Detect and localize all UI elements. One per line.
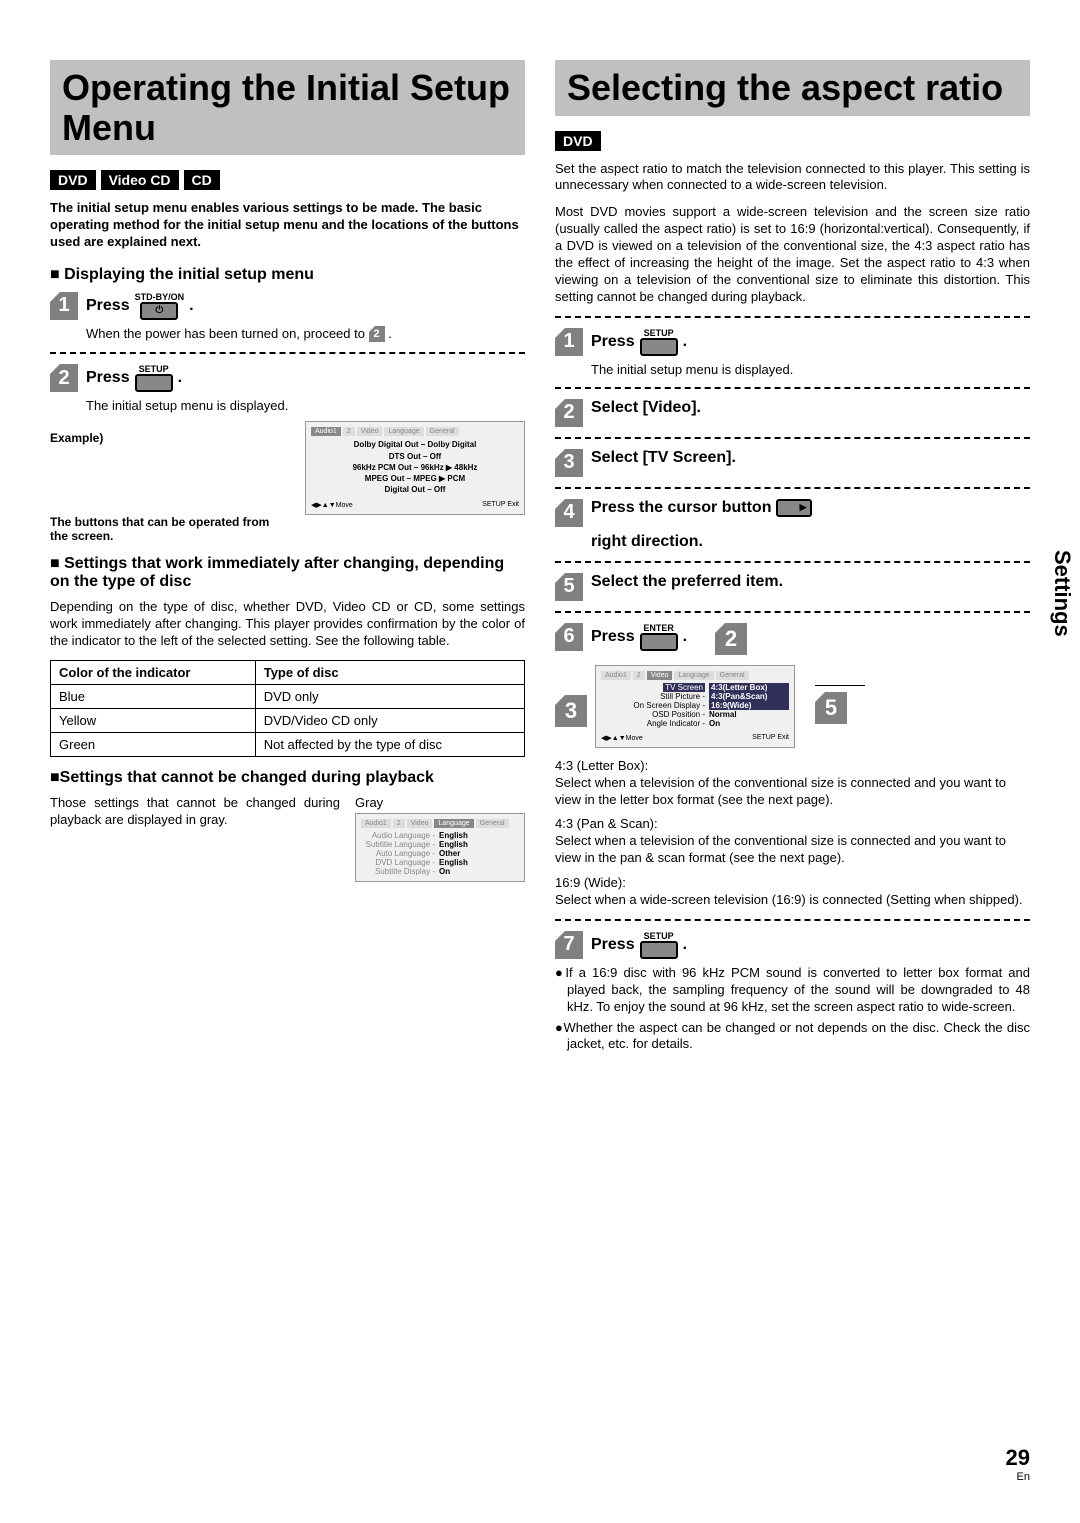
callout-2: 2: [715, 623, 747, 655]
press-label: Press: [86, 297, 130, 315]
example-label: Example): [50, 431, 290, 445]
page-number: 29 En: [1006, 1445, 1030, 1483]
left-title: Operating the Initial Setup Menu: [50, 60, 525, 155]
right-step-3: 3 Select [TV Screen].: [555, 449, 1030, 477]
left-step-2: 2 Press SETUP .: [50, 364, 525, 392]
opt-wide: 16:9 (Wide): Select when a wide-screen t…: [555, 875, 1030, 909]
stdby-button-icon: STD-BY/ON ⏻: [135, 292, 185, 320]
right-step-5: 5 Select the preferred item.: [555, 573, 1030, 601]
step-num-2: 2: [50, 364, 78, 392]
gray-label: Gray: [355, 795, 525, 810]
badge-dvd: DVD: [50, 170, 96, 190]
right-step-7: 7 Press SETUP .: [555, 931, 1030, 959]
osd-example-gray: Audio1 2 Video Language General Audio La…: [355, 813, 525, 882]
setup-button-icon: SETUP: [135, 364, 173, 392]
side-tab-settings: Settings: [1044, 540, 1080, 647]
bullet-2: ●Whether the aspect can be changed or no…: [567, 1020, 1030, 1054]
cursor-right-icon: [776, 499, 812, 517]
bullet-1: ●If a 16:9 disc with 96 kHz PCM sound is…: [567, 965, 1030, 1016]
sub-settings-2: ■Settings that cannot be changed during …: [50, 769, 525, 787]
osd-video-menu: Audio1 2 Video Language General TV Scree…: [595, 665, 795, 748]
badge-dvd-r: DVD: [555, 131, 601, 151]
left-intro: The initial setup menu enables various s…: [50, 200, 525, 251]
right-step-1: 1 Press SETUP .: [555, 328, 1030, 356]
opt-letterbox: 4:3 (Letter Box): Select when a televisi…: [555, 758, 1030, 809]
right-step-6: 6 Press ENTER . 2: [555, 623, 1030, 655]
badge-cd: CD: [184, 170, 220, 190]
enter-button-icon: ENTER: [640, 623, 678, 651]
right-badges: DVD: [555, 131, 1030, 151]
sub-settings-1: ■ Settings that work immediately after c…: [50, 555, 525, 591]
right-step4b: right direction.: [591, 533, 1030, 551]
osd-example-1: Audio1 2 Video Language General Dolby Di…: [305, 421, 525, 515]
left-step1-desc: When the power has been turned on, proce…: [86, 326, 525, 343]
step-num-1: 1: [50, 292, 78, 320]
setup-button-icon: SETUP: [640, 328, 678, 356]
left-badges: DVD Video CD CD: [50, 170, 525, 190]
right-intro2: Most DVD movies support a wide-screen te…: [555, 204, 1030, 305]
indicator-table: Color of the indicatorType of disc BlueD…: [50, 660, 525, 757]
callout-5: 5: [815, 692, 847, 724]
opt-panscan: 4:3 (Pan & Scan): Select when a televisi…: [555, 816, 1030, 867]
para1: Depending on the type of disc, whether D…: [50, 599, 525, 650]
left-step-1: 1 Press STD-BY/ON ⏻ .: [50, 292, 525, 320]
badge-vcd: Video CD: [101, 170, 179, 190]
setup-button-icon: SETUP: [640, 931, 678, 959]
right-step-4: 4 Press the cursor button: [555, 499, 1030, 527]
sub-display: ■ Displaying the initial setup menu: [50, 266, 525, 284]
press-label: Press: [86, 369, 130, 387]
right-title: Selecting the aspect ratio: [555, 60, 1030, 116]
right-step-2: 2 Select [Video].: [555, 399, 1030, 427]
osd-caption: The buttons that can be operated from th…: [50, 515, 290, 543]
right-step1-desc: The initial setup menu is displayed.: [591, 362, 1030, 377]
para2: Those settings that cannot be changed du…: [50, 795, 340, 829]
left-step2-desc: The initial setup menu is displayed.: [86, 398, 525, 413]
callout-3: 3: [555, 695, 587, 727]
right-intro1: Set the aspect ratio to match the televi…: [555, 161, 1030, 195]
